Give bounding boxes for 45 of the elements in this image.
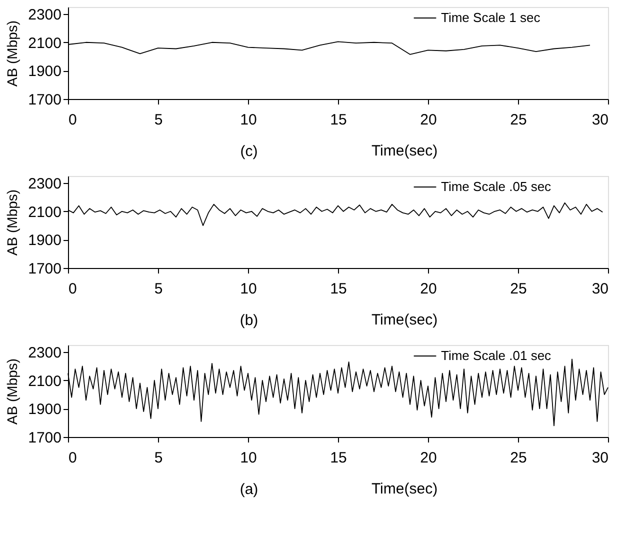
x-tick-label: 20	[420, 450, 437, 466]
legend-label: Time Scale .05 sec	[441, 179, 552, 194]
y-tick-label: 2300	[28, 176, 62, 193]
x-tick-label: 25	[510, 280, 527, 298]
x-tick-label: 30	[592, 280, 608, 298]
legend-label: Time Scale .01 sec	[441, 348, 552, 363]
y-tick-label: 1900	[28, 401, 62, 418]
y-tick-label: 1700	[28, 92, 62, 108]
text: (a)	[240, 481, 258, 498]
x-tick-label: 10	[240, 112, 257, 128]
y-axis-title: AB (Mbps)	[4, 358, 20, 425]
x-tick-label: 0	[68, 280, 77, 298]
x-axis-title: Time(sec)	[371, 480, 438, 498]
y-axis-title: AB (Mbps)	[4, 20, 20, 87]
x-axis-title: Time(sec)	[371, 312, 438, 328]
x-axis-title: Time(sec)	[371, 142, 438, 160]
x-tick-label: 10	[240, 450, 257, 466]
y-tick-label: 2100	[28, 204, 62, 221]
x-tick-label: 5	[154, 280, 163, 298]
x-tick-label: 5	[154, 450, 163, 466]
legend-label: Time Scale 1 sec	[441, 10, 541, 25]
y-tick-label: 1700	[28, 430, 62, 446]
y-tick-label: 2100	[28, 34, 62, 52]
x-tick-label: 15	[330, 280, 347, 298]
y-tick-label: 1900	[28, 63, 62, 80]
x-tick-label: 20	[420, 112, 437, 128]
x-tick-label: 0	[68, 112, 77, 128]
y-tick-label: 1700	[28, 260, 62, 278]
y-tick-label: 2300	[28, 6, 62, 24]
text: (c)	[240, 143, 258, 160]
y-axis-title: AB (Mbps)	[4, 189, 20, 256]
y-tick-label: 2300	[28, 344, 62, 362]
x-tick-label: 15	[330, 112, 347, 128]
x-tick-label: 0	[68, 450, 77, 466]
x-tick-label: 20	[420, 280, 437, 298]
x-tick-label: 30	[592, 450, 608, 466]
x-tick-label: 25	[510, 112, 527, 128]
y-tick-label: 2100	[28, 372, 62, 390]
y-tick-label: 1900	[28, 232, 62, 250]
text: (b)	[240, 312, 258, 329]
x-tick-label: 15	[330, 450, 347, 466]
x-tick-label: 30	[592, 112, 608, 128]
x-tick-label: 10	[240, 280, 257, 298]
x-tick-label: 25	[510, 450, 527, 466]
x-tick-label: 5	[154, 112, 163, 128]
